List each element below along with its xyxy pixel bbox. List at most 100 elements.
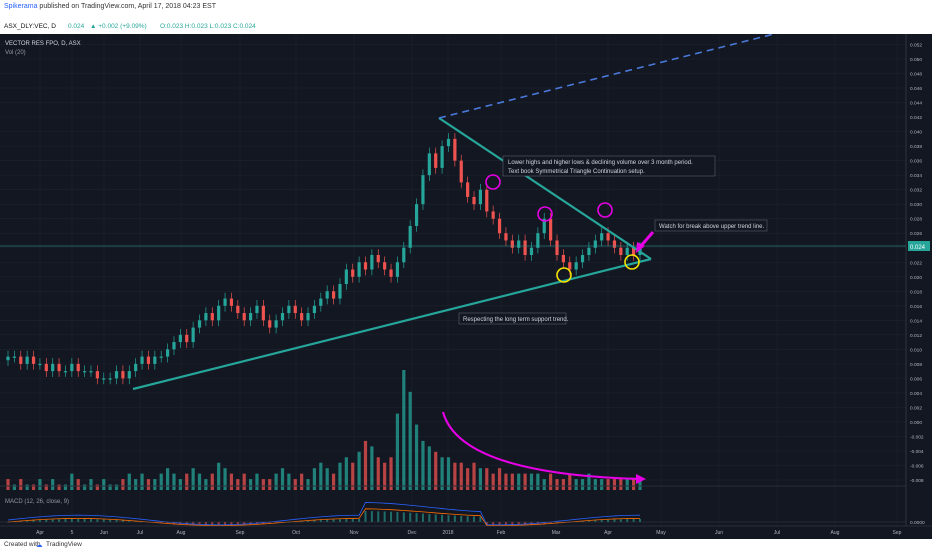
volume-bar bbox=[453, 462, 457, 490]
price-tick-label: 0.032 bbox=[910, 188, 922, 194]
volume-decline-curve bbox=[441, 411, 641, 481]
price-tick-label: 0.018 bbox=[910, 289, 922, 295]
candle-body bbox=[383, 262, 387, 270]
volume-bar bbox=[440, 457, 444, 490]
macd-histogram-bar bbox=[83, 519, 86, 522]
price-tick-label: 0.050 bbox=[910, 57, 922, 63]
support-note: Respecting the long term support trend. bbox=[463, 317, 569, 323]
volume-bar bbox=[472, 462, 476, 490]
volume-bar bbox=[517, 473, 521, 490]
macd-histogram-bar bbox=[587, 520, 590, 522]
macd-histogram-bar bbox=[236, 522, 239, 525]
time-axis[interactable]: Apr 5 Jun Jul Aug Sep Oct Nov Dec 2018 Feb Mar Apr Ma… bbox=[0, 525, 932, 536]
volume-bar bbox=[485, 468, 489, 490]
candle-body bbox=[612, 240, 617, 248]
chart-background bbox=[0, 34, 932, 539]
candle-body bbox=[491, 211, 495, 219]
candlesticks bbox=[6, 133, 642, 385]
macd-histogram-bar bbox=[383, 511, 386, 522]
candle-body bbox=[542, 218, 546, 234]
volume-bar bbox=[580, 479, 585, 490]
tradingview-brand[interactable]: TradingView bbox=[46, 541, 82, 548]
macd-histogram-bar bbox=[249, 522, 252, 525]
volume-bar bbox=[51, 479, 55, 490]
volume-bar bbox=[370, 446, 374, 490]
macd-histogram-bar bbox=[370, 511, 373, 522]
volume-bar bbox=[255, 473, 259, 490]
macd-histogram-bar bbox=[390, 511, 393, 522]
candle-body bbox=[140, 356, 144, 364]
support-trendline[interactable] bbox=[132, 257, 652, 391]
candle-body bbox=[274, 320, 278, 328]
macd-histogram-bar bbox=[626, 519, 629, 522]
time-tick-label: May bbox=[656, 530, 666, 536]
higher-low-circle-1 bbox=[556, 267, 572, 283]
candle-body bbox=[191, 327, 195, 343]
volume-bar bbox=[408, 391, 412, 490]
volume-bar bbox=[146, 479, 151, 490]
resistance-trendline[interactable] bbox=[438, 117, 652, 260]
candle-body bbox=[134, 363, 138, 372]
symbol-name[interactable]: ASX_DLY:VEC, D bbox=[4, 23, 56, 30]
macd-histogram-bar bbox=[198, 522, 201, 525]
macd-histogram-bar bbox=[447, 515, 450, 522]
volume-bar bbox=[293, 479, 297, 490]
macd-histogram-bar bbox=[479, 516, 482, 522]
candle-body bbox=[217, 305, 221, 321]
price-axis[interactable]: 0.052 0.050 0.048 0.046 0.044 0.042 0.040 0.038… bbox=[905, 34, 932, 539]
candle-body bbox=[223, 298, 227, 306]
candle-body bbox=[108, 378, 112, 380]
volume-bar bbox=[331, 473, 336, 490]
macd-histogram-bar bbox=[307, 520, 310, 522]
volume-bar bbox=[638, 479, 642, 490]
time-tick-label: Jul bbox=[137, 530, 143, 536]
volume-bar bbox=[414, 424, 419, 490]
support-note-box bbox=[458, 312, 567, 325]
candle-body bbox=[268, 320, 272, 328]
tradingview-logo-icon: ☁ bbox=[36, 542, 43, 549]
breakout-note-box bbox=[654, 219, 768, 232]
volume-bar bbox=[325, 468, 329, 490]
volume-bar bbox=[549, 473, 553, 490]
last-price-label: 0.024 bbox=[910, 245, 926, 251]
volume-bar bbox=[31, 484, 36, 490]
candle-body bbox=[306, 313, 310, 321]
volume-bar bbox=[223, 468, 227, 490]
volume-bar bbox=[191, 468, 195, 490]
time-tick-label: Apr bbox=[36, 530, 44, 536]
macd-histogram-bar bbox=[89, 519, 92, 522]
macd-histogram-bar bbox=[613, 519, 616, 522]
volume-bar bbox=[12, 484, 16, 490]
price-tick-label: 0.006 bbox=[910, 376, 922, 382]
price-tick-label: 0.000 bbox=[910, 420, 922, 426]
volume-bar bbox=[127, 473, 131, 490]
price-tick-label: 0.052 bbox=[910, 43, 922, 49]
candle-body bbox=[95, 371, 99, 379]
author-link[interactable]: Spikerama bbox=[4, 3, 38, 10]
candle-body bbox=[153, 356, 157, 364]
price-chart[interactable]: Lower highs and higher lows & declining … bbox=[0, 34, 932, 539]
candle-body bbox=[549, 218, 553, 241]
macd-histogram-bar bbox=[32, 520, 35, 522]
candle-body bbox=[31, 356, 36, 364]
candle-body bbox=[204, 313, 208, 321]
candle-body bbox=[19, 356, 23, 364]
macd-histogram-bar bbox=[77, 519, 80, 522]
macd-histogram-bar bbox=[166, 522, 169, 524]
price-tick-label: -0.004 bbox=[910, 449, 924, 455]
price-tick-label: 0.042 bbox=[910, 115, 922, 121]
volume-bar bbox=[574, 479, 578, 490]
candle-body bbox=[159, 356, 163, 358]
candle-body bbox=[12, 356, 16, 358]
candle-body bbox=[523, 240, 527, 255]
volume-bar bbox=[319, 462, 323, 490]
price-tick-label: 0.026 bbox=[910, 231, 922, 237]
candle-body bbox=[568, 262, 572, 270]
time-tick-label: 5 bbox=[71, 530, 74, 536]
volume-bar bbox=[625, 479, 629, 490]
candle-body bbox=[255, 305, 259, 314]
macd-histogram-bar bbox=[428, 514, 431, 522]
volume-bar bbox=[389, 457, 393, 490]
price-tick-label: -0.008 bbox=[910, 478, 924, 484]
macd-histogram-bar bbox=[338, 519, 341, 522]
